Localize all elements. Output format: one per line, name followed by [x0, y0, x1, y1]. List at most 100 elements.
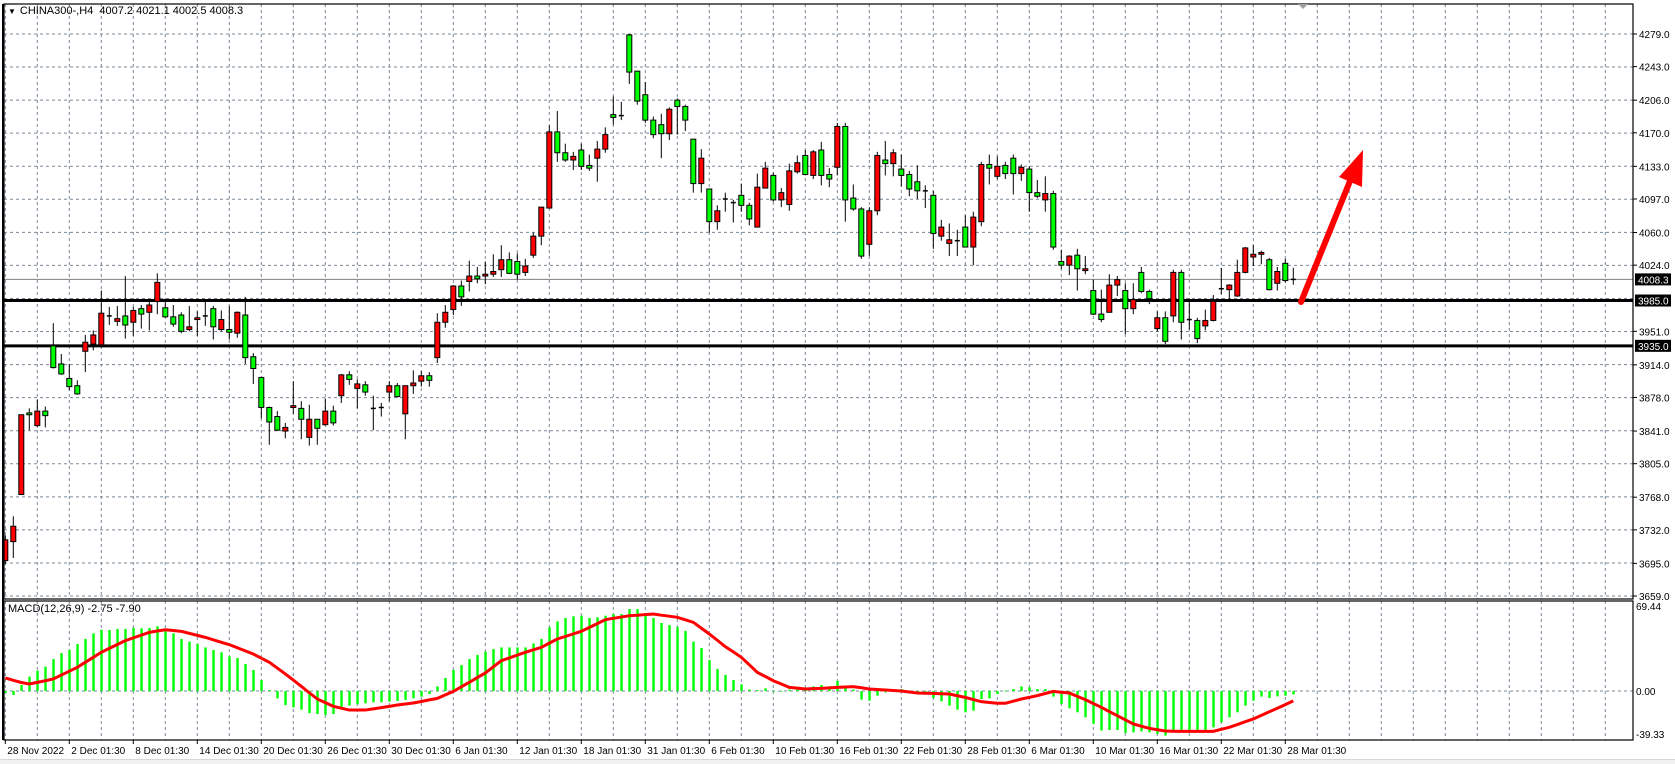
macd-histogram-bar	[684, 630, 687, 691]
macd-histogram-bar	[156, 626, 159, 691]
price-tick-label: 4133.0	[1639, 162, 1670, 173]
chart-shift-marker-icon[interactable]	[1298, 4, 1308, 9]
macd-histogram-bar	[956, 691, 959, 710]
candle	[994, 156, 1001, 180]
candle-body	[18, 414, 25, 496]
candle	[114, 305, 121, 326]
price-tick-label: 4060.0	[1639, 229, 1670, 240]
candle	[1082, 256, 1089, 275]
time-tick-label: 16 Mar 01:30	[1159, 746, 1218, 757]
candle-body	[1178, 271, 1185, 323]
candle	[66, 363, 73, 391]
candle-body	[162, 307, 169, 318]
candle-body	[1154, 317, 1161, 330]
price-tick-label: 4097.0	[1639, 195, 1670, 206]
macd-histogram-bar	[1204, 691, 1207, 730]
macd-histogram-bar	[580, 615, 583, 691]
candle-body	[594, 148, 601, 159]
candle	[1034, 179, 1041, 199]
candle	[490, 254, 497, 277]
macd-histogram-bar	[980, 691, 983, 700]
time-tick-label: 6 Feb 01:30	[711, 746, 765, 757]
macd-histogram-bar	[620, 614, 623, 691]
macd-histogram-bar	[252, 669, 255, 691]
candle-body	[1282, 262, 1289, 282]
candle-body	[50, 345, 57, 369]
macd-histogram-bar	[372, 691, 375, 703]
candle	[634, 70, 641, 105]
macd-histogram-bar	[756, 689, 759, 691]
macd-histogram-bar	[100, 629, 103, 691]
triangle-down-icon[interactable]: ▼	[8, 7, 16, 16]
candle	[954, 229, 960, 257]
candle-body	[298, 407, 305, 420]
candle	[698, 149, 705, 193]
candle-body	[882, 159, 889, 165]
candle	[890, 149, 897, 177]
macd-histogram-bar	[652, 618, 655, 691]
candle-body	[74, 385, 81, 395]
macd-histogram-bar	[740, 684, 743, 691]
macd-histogram-bar	[292, 691, 295, 708]
macd-histogram-bar	[860, 691, 863, 700]
macd-histogram-bar	[132, 627, 135, 691]
candle	[410, 370, 417, 394]
candle	[1130, 283, 1137, 315]
candle-body	[626, 34, 633, 73]
candle	[402, 385, 409, 440]
candle-body	[914, 181, 921, 192]
arrow-shaft	[1298, 178, 1353, 305]
candle	[90, 330, 97, 351]
candle	[434, 313, 441, 364]
candle-body	[898, 168, 905, 176]
candle	[354, 379, 361, 409]
candle	[466, 260, 473, 292]
candle	[842, 122, 849, 222]
candle-body	[1010, 157, 1017, 175]
candle	[130, 306, 137, 336]
candle	[458, 280, 465, 306]
macd-histogram-bar	[1164, 691, 1167, 736]
macd-histogram-bar	[876, 691, 879, 696]
candle	[866, 207, 873, 257]
candle-body	[330, 410, 337, 424]
candle	[858, 207, 865, 259]
macd-histogram-bar	[1124, 691, 1127, 733]
candle	[546, 125, 553, 209]
macd-histogram-bar	[948, 691, 951, 706]
candle-body	[1074, 254, 1081, 270]
macd-histogram-bar	[788, 689, 791, 691]
candle-body	[418, 375, 425, 382]
macd-histogram-bar	[532, 643, 535, 691]
level-price-label: 3985.0	[1638, 297, 1669, 308]
candle	[282, 422, 289, 439]
macd-histogram-bar	[692, 641, 695, 691]
horizontal-levels	[4, 278, 1633, 348]
macd-histogram-bar	[1052, 691, 1055, 697]
candle-body	[1082, 268, 1089, 272]
candle-body	[1234, 271, 1241, 297]
macd-histogram-bar	[588, 618, 591, 691]
candle	[1234, 259, 1241, 297]
current-price-label: 4008.3	[1638, 275, 1669, 286]
candle-body	[1202, 319, 1209, 327]
candle	[146, 301, 153, 331]
up-arrow-icon[interactable]	[1298, 150, 1363, 305]
macd-histogram-bar	[348, 691, 351, 706]
macd-histogram-bar	[108, 629, 111, 691]
macd-tick-label: 69.44	[1636, 602, 1661, 613]
candle	[234, 311, 241, 338]
candle	[1226, 284, 1233, 299]
time-tick-label: 20 Dec 01:30	[263, 746, 323, 757]
candle-body	[1210, 300, 1217, 321]
candle	[562, 143, 569, 162]
macd-pane	[4, 609, 1295, 736]
macd-histogram-bar	[748, 689, 751, 691]
candle	[290, 381, 297, 414]
candle-body	[706, 188, 713, 223]
macd-histogram-bar	[1220, 691, 1223, 723]
candle-body	[1138, 271, 1145, 292]
macd-histogram-bar	[1020, 686, 1023, 691]
macd-histogram-bar	[1212, 691, 1215, 728]
